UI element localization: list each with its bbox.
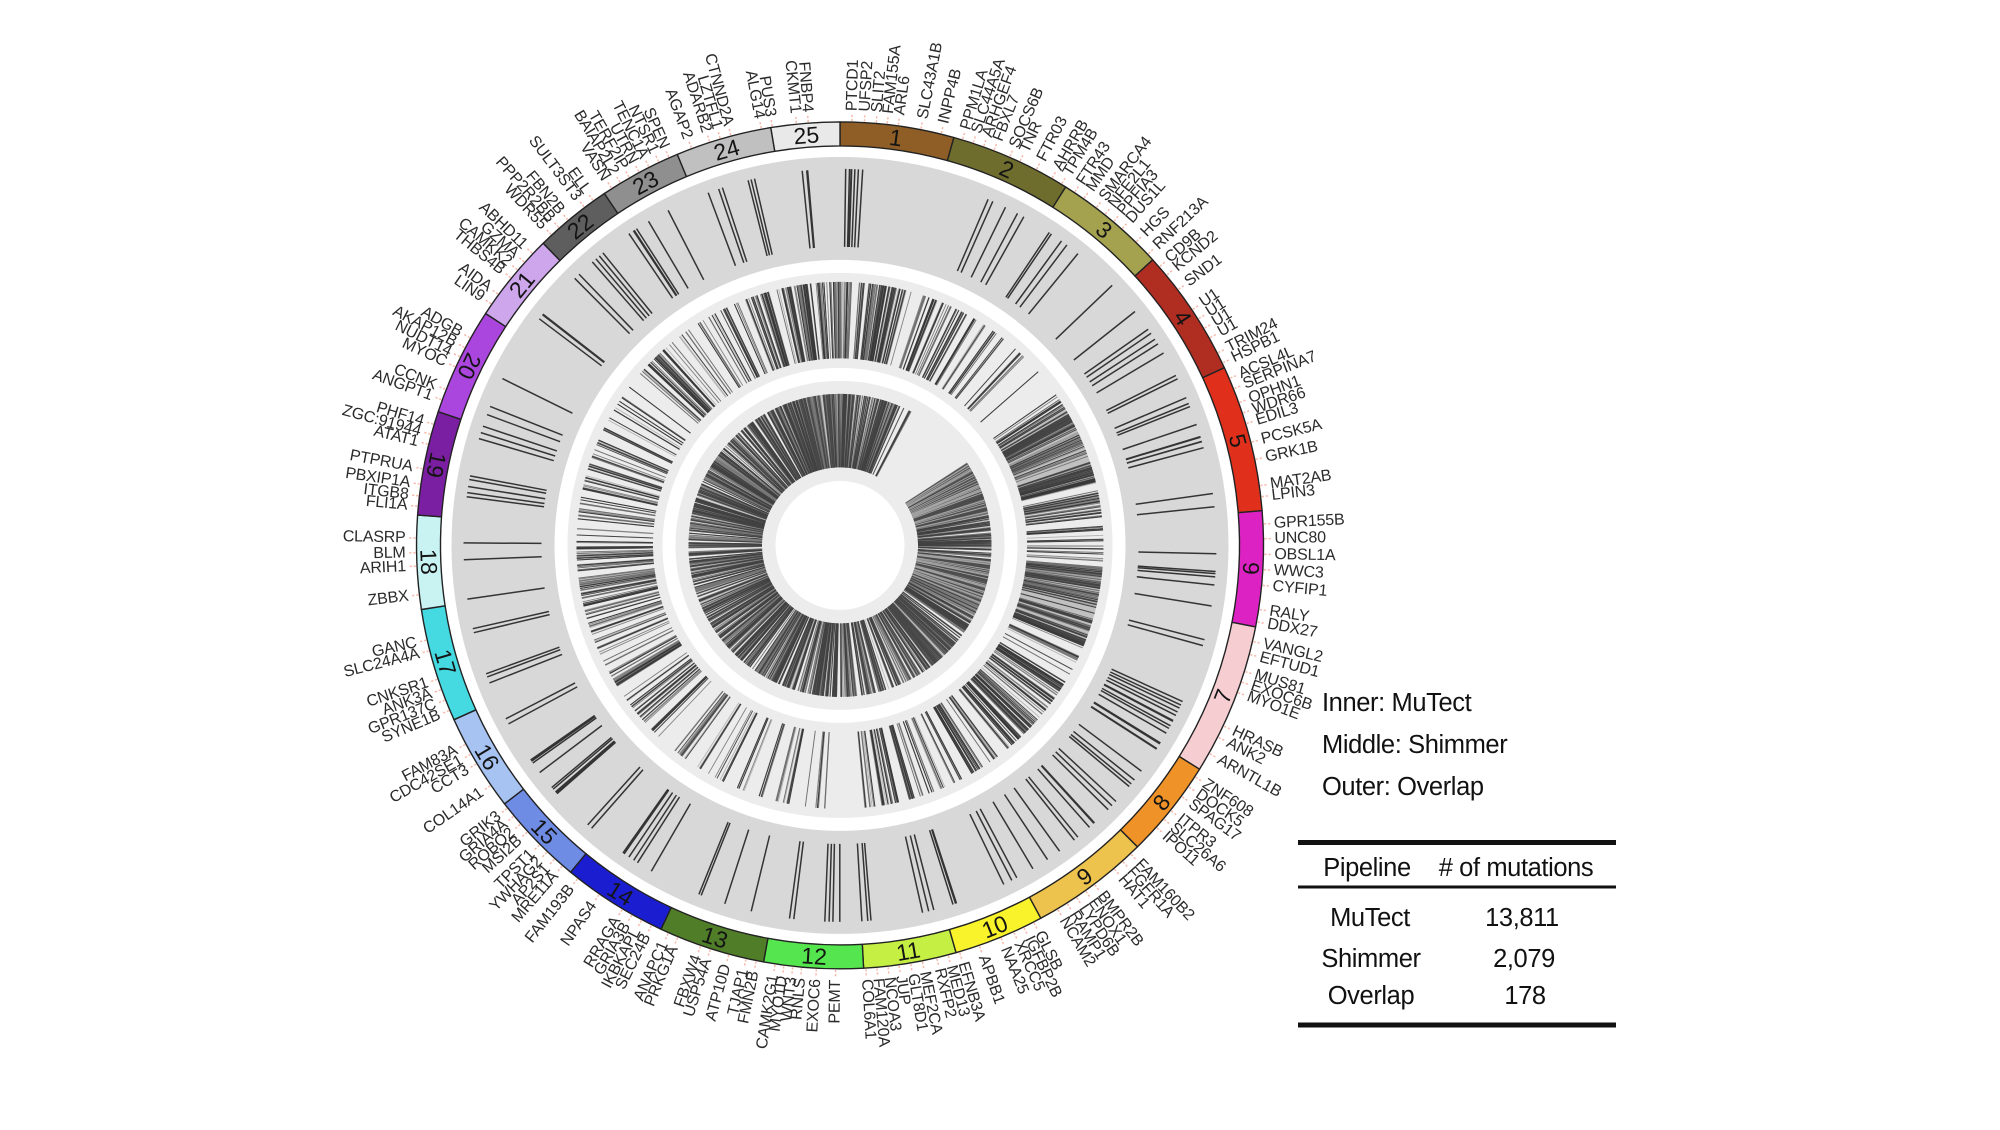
svg-text:Inner: MuTect: Inner: MuTect xyxy=(1322,689,1472,717)
svg-text:13,811: 13,811 xyxy=(1485,904,1559,932)
svg-text:SLIT2: SLIT2 xyxy=(869,70,890,113)
svg-text:MuTect: MuTect xyxy=(1330,904,1410,932)
svg-text:PUS3: PUS3 xyxy=(756,75,779,118)
svg-text:PEMT: PEMT xyxy=(827,979,844,1023)
svg-text:CYFIP1: CYFIP1 xyxy=(1272,578,1328,600)
svg-text:EXOC6: EXOC6 xyxy=(804,978,824,1032)
svg-text:JUP: JUP xyxy=(892,975,913,1007)
svg-text:ARIH1: ARIH1 xyxy=(359,558,406,577)
svg-text:GPR155B: GPR155B xyxy=(1273,511,1344,532)
svg-text:UNC80: UNC80 xyxy=(1274,529,1326,547)
svg-text:WNT3: WNT3 xyxy=(778,976,800,1022)
svg-text:NCOA3: NCOA3 xyxy=(881,976,904,1032)
svg-text:ZBBX: ZBBX xyxy=(367,588,410,610)
svg-text:Pipeline: Pipeline xyxy=(1323,854,1411,882)
svg-text:Shimmer: Shimmer xyxy=(1321,945,1421,973)
svg-text:OBSL1A: OBSL1A xyxy=(1274,546,1336,564)
svg-text:FLI1A: FLI1A xyxy=(365,493,409,514)
svg-text:5: 5 xyxy=(1224,431,1252,450)
svg-text:UFSP2: UFSP2 xyxy=(857,60,877,112)
svg-text:# of mutations: # of mutations xyxy=(1439,854,1594,882)
svg-text:Outer: Overlap: Outer: Overlap xyxy=(1322,773,1484,801)
svg-text:BLM: BLM xyxy=(373,545,406,563)
svg-text:COL6A1: COL6A1 xyxy=(858,979,879,1040)
svg-text:FAM120A: FAM120A xyxy=(869,977,892,1048)
svg-text:ARL6: ARL6 xyxy=(891,75,913,116)
svg-text:1: 1 xyxy=(888,124,904,151)
svg-text:6: 6 xyxy=(1238,561,1265,575)
svg-text:WWC3: WWC3 xyxy=(1273,562,1324,582)
svg-text:19: 19 xyxy=(421,450,451,480)
svg-text:Overlap: Overlap xyxy=(1328,982,1415,1010)
svg-text:CLASRP: CLASRP xyxy=(343,528,406,546)
svg-text:18: 18 xyxy=(415,549,442,576)
svg-text:RALY: RALY xyxy=(1268,603,1310,626)
svg-text:PTCD1: PTCD1 xyxy=(844,59,862,111)
svg-text:178: 178 xyxy=(1504,982,1546,1010)
svg-text:2,079: 2,079 xyxy=(1493,945,1555,973)
svg-text:Middle: Shimmer: Middle: Shimmer xyxy=(1322,731,1508,759)
svg-text:12: 12 xyxy=(801,942,828,970)
svg-text:CKMT1: CKMT1 xyxy=(781,59,803,114)
svg-text:25: 25 xyxy=(792,121,820,149)
svg-text:ITGB8: ITGB8 xyxy=(363,481,410,503)
svg-text:RNLS: RNLS xyxy=(788,977,809,1020)
svg-text:LPIN3: LPIN3 xyxy=(1271,482,1316,504)
svg-text:11: 11 xyxy=(894,936,922,966)
svg-text:FNBP4: FNBP4 xyxy=(795,61,816,113)
